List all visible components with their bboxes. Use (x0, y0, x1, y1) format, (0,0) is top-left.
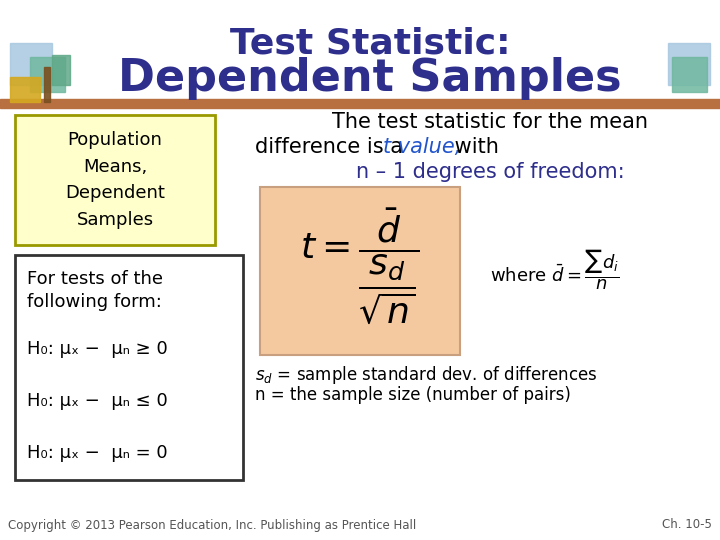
Bar (672, 57, 707, 92)
Text: For tests of the: For tests of the (27, 270, 163, 288)
FancyBboxPatch shape (15, 255, 243, 480)
Text: $t = \dfrac{\bar{d}}{\dfrac{s_{d}}{\sqrt{n}}}$: $t = \dfrac{\bar{d}}{\dfrac{s_{d}}{\sqrt… (300, 206, 420, 326)
Bar (30, 57, 65, 92)
Text: Copyright © 2013 Pearson Education, Inc. Publishing as Prentice Hall: Copyright © 2013 Pearson Education, Inc.… (8, 518, 416, 531)
Bar (668, 43, 710, 85)
Text: H₀: μₓ −  μₙ ≤ 0: H₀: μₓ − μₙ ≤ 0 (27, 392, 168, 410)
Text: H₀: μₓ −  μₙ = 0: H₀: μₓ − μₙ = 0 (27, 444, 168, 462)
Bar (0, 99, 720, 108)
Text: n – 1 degrees of freedom:: n – 1 degrees of freedom: (356, 162, 624, 182)
Bar (10, 43, 52, 85)
Text: difference is a: difference is a (255, 137, 410, 157)
Bar (44, 67, 50, 102)
Text: where $\bar{d} = \dfrac{\sum d_i}{n}$: where $\bar{d} = \dfrac{\sum d_i}{n}$ (490, 248, 619, 292)
Bar (52, 55, 70, 85)
Text: Ch. 10-5: Ch. 10-5 (662, 518, 712, 531)
Text: t value,: t value, (383, 137, 462, 157)
Text: Dependent Samples: Dependent Samples (118, 57, 622, 99)
Text: Population
Means,
Dependent
Samples: Population Means, Dependent Samples (65, 131, 165, 228)
Text: Test Statistic:: Test Statistic: (230, 26, 510, 60)
Text: The test statistic for the mean: The test statistic for the mean (332, 112, 648, 132)
Text: $s_d$ = sample standard dev. of differences: $s_d$ = sample standard dev. of differen… (255, 364, 598, 386)
Text: with: with (448, 137, 499, 157)
Text: n = the sample size (number of pairs): n = the sample size (number of pairs) (255, 386, 571, 404)
Text: H₀: μₓ −  μₙ ≥ 0: H₀: μₓ − μₙ ≥ 0 (27, 340, 168, 358)
Bar (10, 77, 40, 102)
Text: following form:: following form: (27, 293, 162, 311)
FancyBboxPatch shape (260, 187, 460, 355)
FancyBboxPatch shape (15, 115, 215, 245)
